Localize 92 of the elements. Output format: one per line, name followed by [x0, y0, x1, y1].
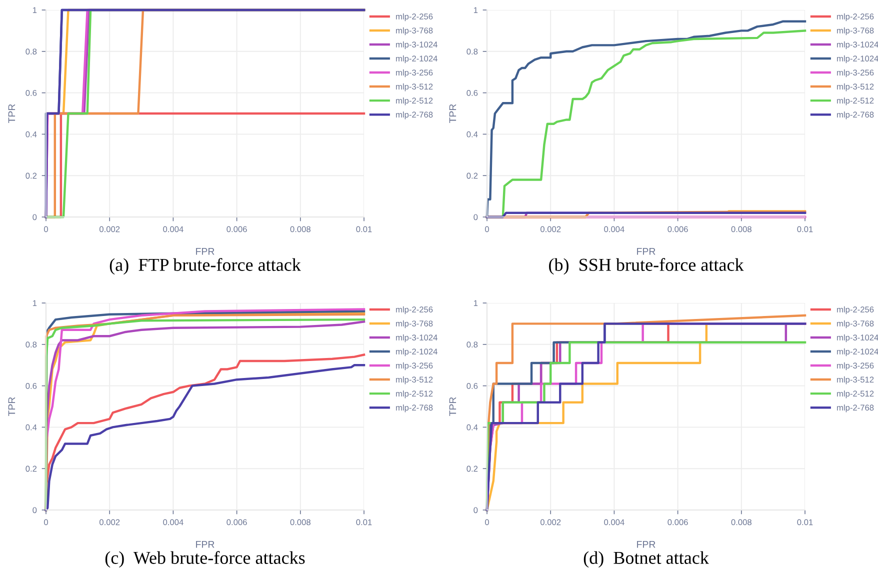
legend-label: mlp-2-1024	[396, 55, 438, 64]
text: (b) SSH brute-force attack	[549, 258, 744, 275]
x-axis-title: FPR	[196, 248, 214, 255]
text: (d) Botnet attack	[584, 551, 709, 568]
x-tick-label: 0.004	[163, 519, 184, 526]
y-axis-title: TPR	[449, 397, 456, 416]
x-tick-label: 0.006	[226, 519, 247, 526]
x-tick-label: 0	[44, 226, 48, 232]
legend-label: mlp-3-768	[396, 320, 433, 328]
legend-label: mlp-3-512	[837, 376, 874, 384]
y-tick-label: 0	[32, 507, 37, 514]
legend-label: mlp-3-768	[396, 27, 433, 36]
y-tick-label: 0.2	[466, 466, 478, 472]
legend-label: mlp-2-256	[396, 306, 433, 314]
legend-label: mlp-2-256	[837, 306, 874, 314]
y-tick-label: 1	[32, 7, 37, 14]
legend-label: mlp-3-512	[396, 83, 433, 92]
x-tick-label: 0.008	[731, 226, 752, 232]
legend-label: mlp-3-512	[396, 376, 433, 384]
x-tick-label: 0.01	[797, 226, 813, 232]
legend-label: mlp-3-1024	[396, 41, 438, 50]
legend-label: mlp-3-256	[837, 69, 874, 78]
x-tick-label: 0.004	[604, 226, 624, 232]
legend-label: mlp-2-1024	[396, 348, 438, 356]
x-tick-label: 0.002	[100, 519, 120, 526]
text: (c) Web brute-force attacks	[105, 551, 305, 568]
y-tick-label: 0.8	[26, 342, 37, 348]
y-tick-label: 0.4	[466, 424, 478, 430]
legend-label: mlp-3-256	[396, 69, 433, 78]
y-axis-title: TPR	[8, 104, 16, 124]
x-tick-label: 0.01	[356, 519, 372, 526]
x-tick-label: 0.002	[540, 226, 561, 232]
y-tick-label: 0.6	[26, 90, 37, 96]
x-tick-label: 0.006	[668, 519, 688, 526]
y-tick-label: 0.4	[26, 424, 37, 430]
x-tick-label: 0.002	[100, 226, 120, 232]
y-tick-label: 0.4	[466, 131, 478, 138]
x-tick-label: 0	[485, 226, 489, 232]
x-tick-label: 0.006	[668, 226, 688, 232]
y-tick-label: 1	[32, 300, 37, 306]
legend-label: mlp-2-512	[837, 97, 874, 106]
y-tick-label: 0.4	[26, 131, 37, 138]
legend-label: mlp-3-1024	[837, 334, 878, 342]
legend-label: mlp-2-512	[837, 390, 874, 398]
legend-label: mlp-3-1024	[837, 41, 878, 50]
y-tick-label: 0.6	[466, 383, 478, 389]
legend-label: mlp-3-1024	[396, 334, 438, 342]
x-tick-label: 0.004	[604, 519, 624, 526]
x-tick-label: 0.008	[290, 519, 310, 526]
y-tick-label: 0.8	[26, 48, 37, 54]
x-tick-label: 0	[44, 519, 48, 526]
x-tick-label: 0	[485, 519, 489, 526]
y-tick-label: 0	[474, 507, 478, 514]
x-tick-label: 0.008	[290, 226, 310, 232]
x-tick-label: 0.01	[356, 226, 372, 232]
y-tick-label: 1	[474, 300, 478, 306]
legend-label: mlp-2-1024	[837, 348, 878, 356]
y-tick-label: 0	[32, 214, 37, 220]
legend-label: mlp-3-768	[837, 27, 874, 36]
legend-label: mlp-3-256	[396, 362, 433, 370]
x-axis-title: FPR	[196, 541, 214, 548]
legend-label: mlp-3-256	[837, 362, 874, 370]
x-tick-label: 0.002	[540, 519, 561, 526]
x-axis-title: FPR	[637, 541, 656, 548]
y-tick-label: 0.8	[466, 48, 478, 54]
y-axis-title: TPR	[449, 104, 456, 124]
y-tick-label: 0.6	[466, 90, 478, 96]
legend-label: mlp-2-256	[396, 13, 433, 22]
legend-label: mlp-2-768	[396, 404, 433, 412]
y-tick-label: 0.6	[26, 383, 37, 389]
y-axis-title: TPR	[8, 397, 16, 416]
y-tick-label: 0.2	[26, 466, 37, 472]
y-tick-label: 0.2	[26, 172, 37, 179]
y-tick-label: 0	[474, 214, 478, 220]
x-tick-label: 0.01	[797, 519, 813, 526]
legend-label: mlp-2-768	[837, 111, 874, 120]
legend-label: mlp-2-256	[837, 13, 874, 22]
x-tick-label: 0.004	[163, 226, 184, 232]
x-axis-title: FPR	[637, 248, 656, 255]
legend-label: mlp-2-768	[396, 111, 433, 120]
legend-label: mlp-2-512	[396, 97, 433, 106]
y-tick-label: 0.8	[466, 342, 478, 348]
legend-label: mlp-3-512	[837, 83, 874, 92]
x-tick-label: 0.006	[226, 226, 247, 232]
legend-label: mlp-2-512	[396, 390, 433, 398]
legend-label: mlp-2-1024	[837, 55, 878, 64]
y-tick-label: 1	[474, 7, 478, 14]
legend-label: mlp-3-768	[837, 320, 874, 328]
y-tick-label: 0.2	[466, 172, 478, 179]
legend-label: mlp-2-768	[837, 404, 874, 412]
x-tick-label: 0.008	[731, 519, 752, 526]
text: (a) FTP brute-force attack	[110, 258, 301, 275]
